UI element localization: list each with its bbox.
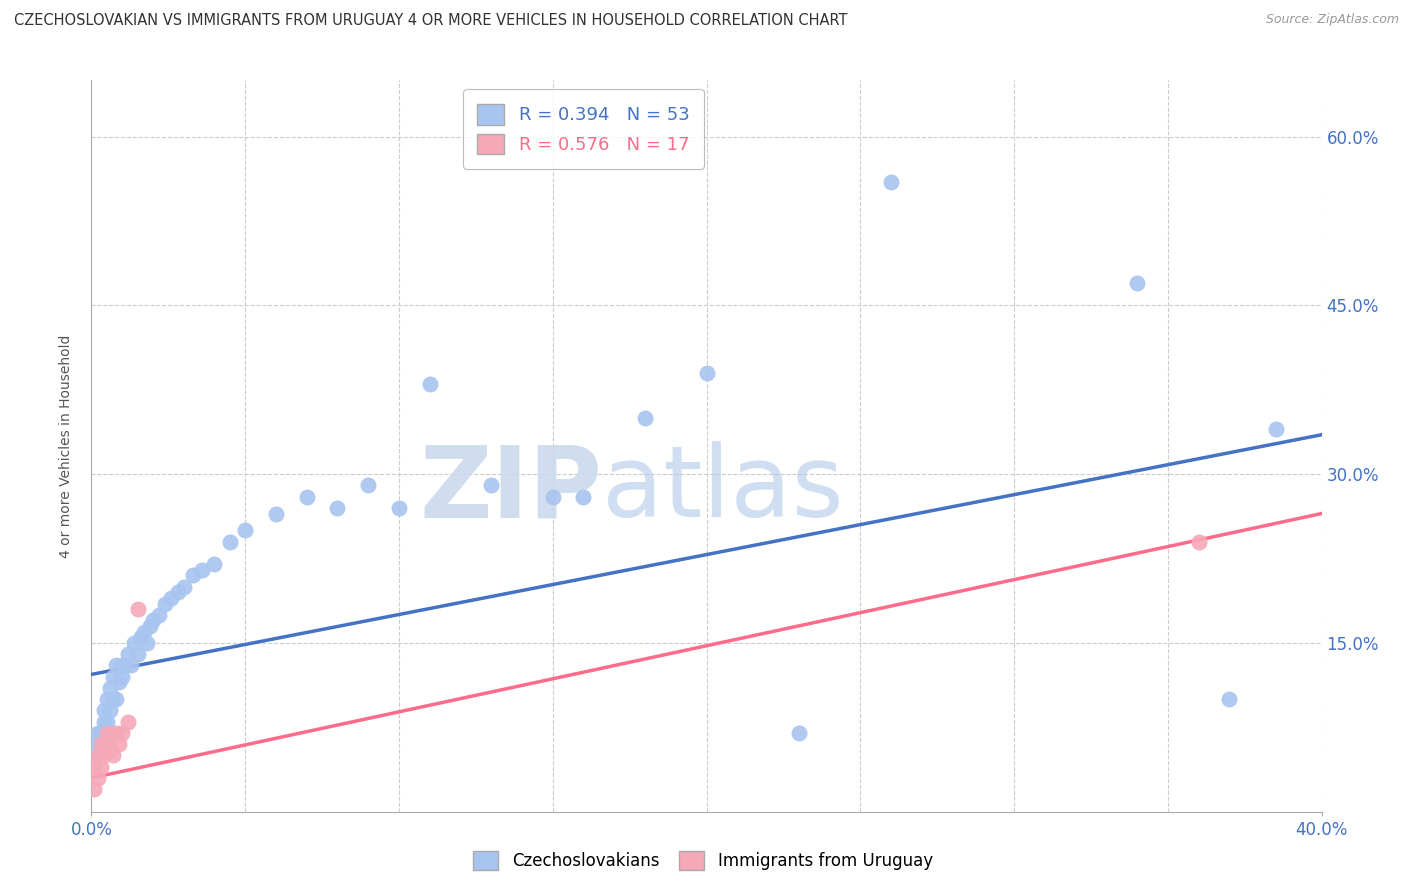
Point (90, 726, 112, 740)
Point (120, 658, 142, 673)
Point (101, 692, 124, 706)
Point (111, 670, 134, 684)
Point (98, 703, 121, 717)
Legend: Czechoslovakians, Immigrants from Uruguay: Czechoslovakians, Immigrants from Urugua… (465, 843, 941, 879)
Point (696, 366, 718, 380)
Point (114, 658, 136, 673)
Point (90, 760, 112, 774)
Point (86, 737, 108, 751)
Point (111, 726, 134, 740)
Point (233, 524, 256, 538)
Point (572, 490, 595, 504)
Point (1187, 534, 1209, 549)
Point (98, 681, 121, 695)
Point (357, 478, 380, 492)
Point (96, 726, 118, 740)
Point (105, 726, 127, 740)
Point (117, 714, 139, 729)
Point (264, 507, 287, 521)
Point (1126, 276, 1149, 290)
Legend: R = 0.394   N = 53, R = 0.576   N = 17: R = 0.394 N = 53, R = 0.576 N = 17 (463, 89, 704, 169)
Y-axis label: 4 or more Vehicles in Household: 4 or more Vehicles in Household (59, 334, 73, 558)
Point (148, 607, 170, 622)
Point (787, 726, 810, 740)
Point (93, 748, 115, 763)
Point (1218, 692, 1240, 706)
Point (160, 591, 183, 605)
Point (880, 175, 903, 189)
Point (479, 478, 502, 492)
Point (326, 500, 349, 515)
Point (96, 714, 118, 729)
Point (541, 490, 564, 504)
Text: ZIP: ZIP (419, 442, 602, 539)
Point (127, 602, 149, 616)
Point (173, 580, 195, 594)
Point (96, 737, 118, 751)
Point (111, 658, 134, 673)
Point (105, 658, 127, 673)
Point (90, 737, 112, 751)
Point (93, 703, 115, 717)
Point (295, 490, 318, 504)
Point (108, 675, 131, 690)
Point (1264, 422, 1286, 436)
Point (86, 748, 108, 763)
Point (83, 782, 105, 797)
Point (129, 630, 152, 644)
Point (139, 619, 162, 633)
Point (419, 377, 441, 392)
Point (202, 557, 225, 571)
Point (86, 726, 108, 740)
Text: atlas: atlas (602, 442, 844, 539)
Point (634, 410, 657, 425)
Point (101, 748, 124, 763)
Point (135, 636, 157, 650)
Point (93, 714, 115, 729)
Text: Source: ZipAtlas.com: Source: ZipAtlas.com (1265, 13, 1399, 27)
Point (127, 647, 149, 661)
Point (191, 563, 214, 577)
Point (101, 670, 124, 684)
Point (108, 737, 131, 751)
Point (142, 614, 165, 628)
Point (117, 647, 139, 661)
Point (83, 760, 105, 774)
Point (153, 597, 177, 611)
Point (98, 743, 121, 757)
Point (388, 500, 411, 515)
Point (218, 534, 240, 549)
Point (166, 585, 188, 599)
Text: CZECHOSLOVAKIAN VS IMMIGRANTS FROM URUGUAY 4 OR MORE VEHICLES IN HOUSEHOLD CORRE: CZECHOSLOVAKIAN VS IMMIGRANTS FROM URUGU… (14, 13, 848, 29)
Point (124, 636, 146, 650)
Point (86, 771, 108, 785)
Point (132, 624, 155, 639)
Point (181, 568, 204, 582)
Point (96, 692, 118, 706)
Point (105, 692, 127, 706)
Point (83, 748, 105, 763)
